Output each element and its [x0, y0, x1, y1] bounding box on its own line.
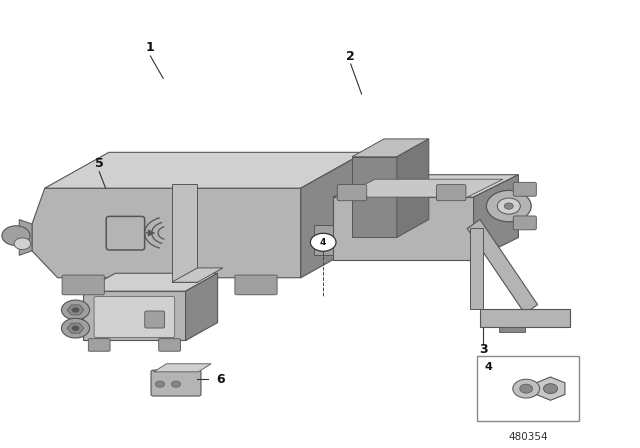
Circle shape	[2, 226, 30, 246]
Polygon shape	[83, 273, 218, 291]
Text: 1: 1	[146, 40, 155, 54]
Text: 2: 2	[346, 49, 355, 63]
FancyBboxPatch shape	[151, 370, 201, 396]
FancyBboxPatch shape	[159, 339, 180, 351]
Polygon shape	[301, 152, 365, 278]
Text: 4: 4	[484, 362, 492, 371]
Circle shape	[504, 203, 513, 209]
Polygon shape	[339, 179, 503, 197]
FancyBboxPatch shape	[333, 197, 474, 260]
Circle shape	[513, 379, 540, 398]
Polygon shape	[474, 175, 518, 260]
Circle shape	[14, 238, 31, 250]
Polygon shape	[45, 152, 365, 188]
FancyBboxPatch shape	[477, 356, 579, 421]
Polygon shape	[314, 225, 333, 255]
Polygon shape	[67, 305, 84, 315]
Polygon shape	[32, 188, 301, 278]
Circle shape	[497, 198, 520, 214]
Polygon shape	[67, 323, 84, 333]
Text: 480354: 480354	[508, 432, 548, 442]
FancyBboxPatch shape	[145, 311, 164, 328]
Polygon shape	[352, 139, 429, 157]
Bar	[172, 184, 197, 282]
Polygon shape	[333, 175, 518, 197]
Polygon shape	[480, 309, 570, 327]
FancyBboxPatch shape	[436, 185, 466, 201]
Circle shape	[486, 190, 531, 222]
FancyBboxPatch shape	[235, 275, 277, 295]
Text: 3: 3	[479, 343, 488, 356]
Circle shape	[156, 381, 164, 387]
Polygon shape	[19, 220, 32, 255]
Text: 4: 4	[320, 238, 326, 247]
Circle shape	[172, 381, 180, 387]
Polygon shape	[154, 364, 211, 372]
Circle shape	[61, 318, 90, 338]
FancyBboxPatch shape	[513, 182, 536, 196]
Polygon shape	[499, 327, 525, 332]
Circle shape	[520, 384, 532, 393]
Polygon shape	[186, 273, 218, 340]
FancyBboxPatch shape	[94, 297, 175, 337]
Polygon shape	[470, 228, 483, 309]
FancyBboxPatch shape	[513, 216, 536, 230]
Polygon shape	[172, 268, 223, 282]
Text: 5: 5	[95, 157, 104, 170]
Polygon shape	[467, 220, 538, 314]
FancyBboxPatch shape	[62, 275, 104, 295]
FancyBboxPatch shape	[352, 157, 397, 237]
FancyBboxPatch shape	[88, 339, 110, 351]
Text: 6: 6	[216, 373, 225, 386]
Circle shape	[72, 325, 79, 331]
Circle shape	[72, 307, 79, 313]
Polygon shape	[397, 139, 429, 237]
Circle shape	[61, 300, 90, 320]
FancyBboxPatch shape	[337, 185, 367, 201]
Polygon shape	[536, 377, 565, 401]
FancyBboxPatch shape	[83, 291, 186, 340]
Circle shape	[543, 383, 557, 394]
Circle shape	[310, 233, 336, 251]
